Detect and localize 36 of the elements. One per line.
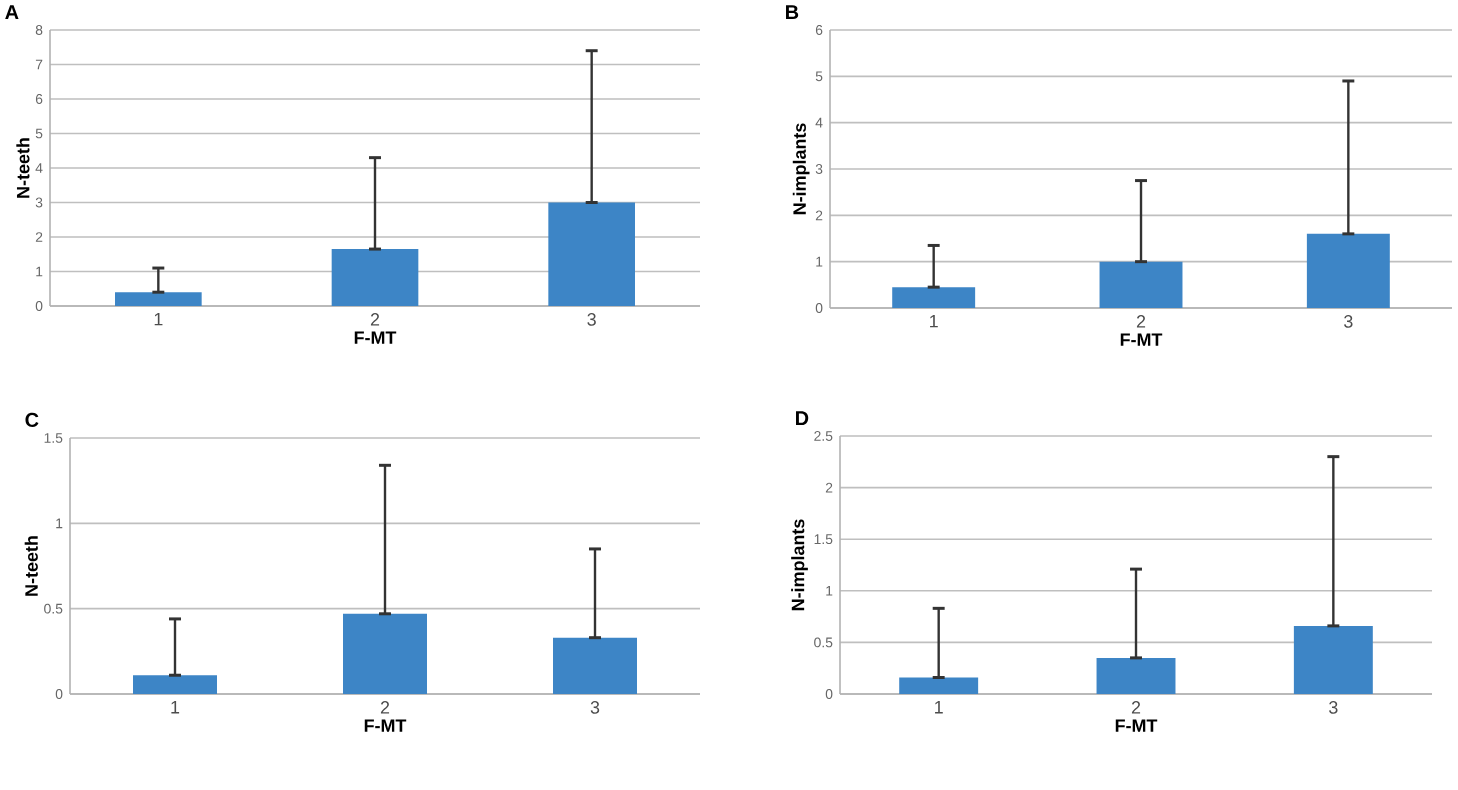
x-axis-title: F-MT	[364, 719, 407, 732]
x-axis-title: F-MT	[1115, 719, 1158, 732]
x-axis-title: F-MT	[354, 331, 397, 344]
x-tick-label: 1	[935, 701, 943, 714]
x-tick-label: 1	[171, 701, 180, 714]
bar	[133, 675, 217, 694]
x-tick-label: 2	[380, 701, 390, 714]
bar	[343, 613, 427, 694]
bar	[548, 202, 635, 306]
x-tick-label: 2	[1136, 315, 1146, 328]
bar	[892, 287, 976, 308]
y-axis-title: N-teeth	[16, 138, 30, 198]
y-axis-title: N-implants	[792, 123, 810, 215]
x-axis-title: F-MT	[1120, 333, 1163, 346]
chart-title: C	[25, 412, 39, 427]
chart-title: D	[796, 411, 809, 425]
bar	[553, 637, 637, 694]
x-tick-label: 2	[370, 313, 380, 326]
bar	[115, 292, 202, 306]
bar	[1293, 625, 1373, 694]
x-tick-label: 3	[1344, 315, 1353, 328]
chart-title: A	[5, 5, 19, 19]
bar	[1306, 233, 1390, 308]
bar	[899, 677, 979, 694]
bar	[1099, 261, 1183, 308]
x-tick-label: 2	[1131, 701, 1141, 714]
y-axis-title: N-teeth	[24, 536, 38, 596]
bar	[1096, 657, 1176, 694]
x-tick-label: 3	[590, 701, 600, 714]
chart-title: B	[786, 5, 799, 19]
x-tick-label: 1	[930, 315, 938, 328]
x-tick-label: 3	[587, 313, 596, 326]
bar	[331, 249, 419, 306]
x-tick-label: 3	[1329, 701, 1338, 714]
y-axis-title: N-implants	[791, 519, 808, 611]
x-tick-label: 1	[154, 313, 163, 326]
